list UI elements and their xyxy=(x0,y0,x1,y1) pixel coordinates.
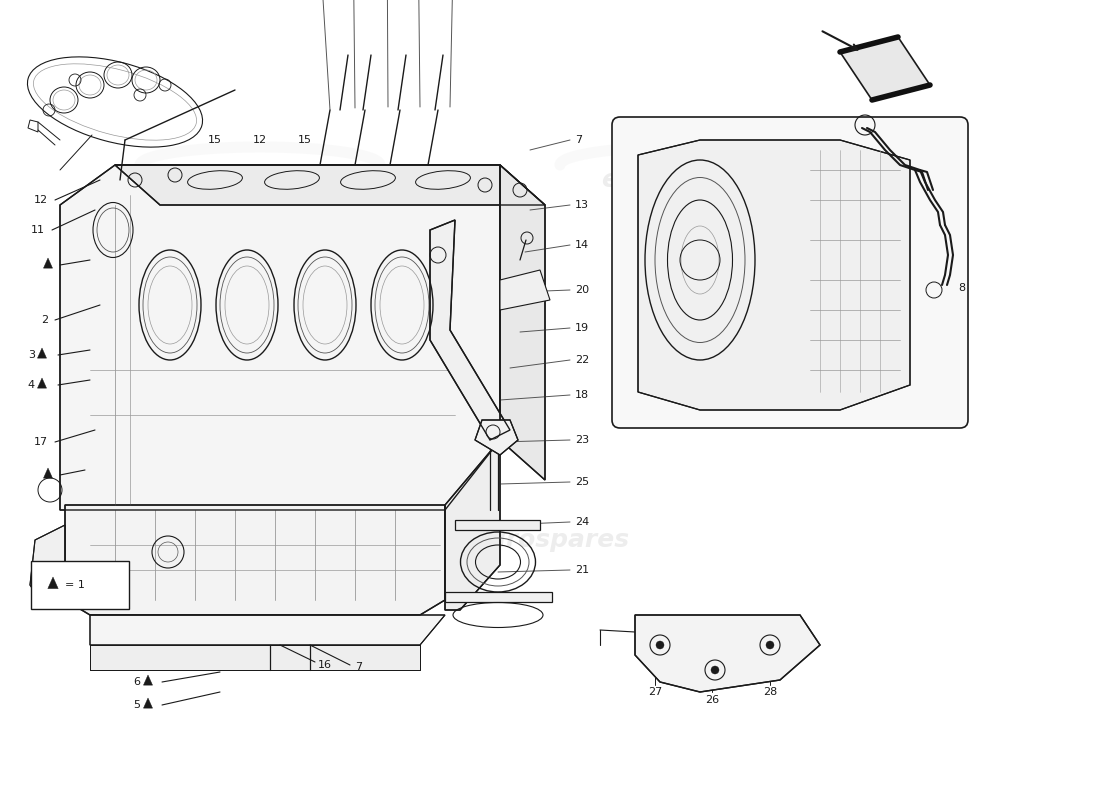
Polygon shape xyxy=(37,378,46,388)
Polygon shape xyxy=(30,525,65,600)
Polygon shape xyxy=(116,165,544,205)
Text: 7: 7 xyxy=(355,662,362,672)
Text: 22: 22 xyxy=(575,355,590,365)
Polygon shape xyxy=(840,37,929,100)
Text: 24: 24 xyxy=(575,517,590,527)
Polygon shape xyxy=(455,520,540,530)
Text: 7: 7 xyxy=(575,135,582,145)
Circle shape xyxy=(766,641,774,649)
Polygon shape xyxy=(446,592,552,602)
Text: 17: 17 xyxy=(34,437,48,447)
Polygon shape xyxy=(65,505,446,615)
Polygon shape xyxy=(60,165,500,510)
Text: 15: 15 xyxy=(298,135,312,145)
FancyBboxPatch shape xyxy=(31,561,129,609)
Polygon shape xyxy=(44,468,53,478)
Polygon shape xyxy=(638,140,910,410)
Text: 27: 27 xyxy=(648,687,662,697)
Text: 21: 21 xyxy=(575,565,590,575)
Text: 11: 11 xyxy=(31,225,45,235)
Text: eurospares: eurospares xyxy=(601,168,759,192)
Text: 2: 2 xyxy=(41,315,48,325)
Text: 12: 12 xyxy=(34,195,48,205)
Polygon shape xyxy=(475,420,518,455)
Polygon shape xyxy=(500,165,544,480)
Text: 28: 28 xyxy=(763,687,777,697)
Text: 16: 16 xyxy=(318,660,332,670)
Text: 15: 15 xyxy=(208,135,222,145)
Circle shape xyxy=(711,666,719,674)
Text: 4: 4 xyxy=(28,380,35,390)
Text: 3: 3 xyxy=(28,350,35,360)
Text: 13: 13 xyxy=(575,200,589,210)
Text: 6: 6 xyxy=(133,677,140,687)
Text: 18: 18 xyxy=(575,390,590,400)
Text: 19: 19 xyxy=(575,323,590,333)
Text: 26: 26 xyxy=(705,695,719,705)
Polygon shape xyxy=(430,220,510,440)
Text: = 1: = 1 xyxy=(65,580,85,590)
Text: eurospares: eurospares xyxy=(471,528,629,552)
Text: 5: 5 xyxy=(133,700,140,710)
Text: eurospares: eurospares xyxy=(176,168,334,192)
Text: 14: 14 xyxy=(575,240,590,250)
Polygon shape xyxy=(143,675,153,685)
Text: 20: 20 xyxy=(575,285,590,295)
Text: 23: 23 xyxy=(575,435,590,445)
Text: 8: 8 xyxy=(958,283,965,293)
Polygon shape xyxy=(44,258,53,268)
Polygon shape xyxy=(446,440,501,610)
Text: 12: 12 xyxy=(253,135,267,145)
Circle shape xyxy=(656,641,664,649)
Polygon shape xyxy=(47,577,58,589)
Polygon shape xyxy=(500,270,550,310)
Polygon shape xyxy=(37,348,46,358)
Polygon shape xyxy=(635,615,820,692)
Text: eurospares: eurospares xyxy=(176,528,334,552)
Text: 25: 25 xyxy=(575,477,590,487)
Polygon shape xyxy=(143,698,153,708)
FancyBboxPatch shape xyxy=(612,117,968,428)
Polygon shape xyxy=(90,615,446,645)
Polygon shape xyxy=(90,645,420,670)
